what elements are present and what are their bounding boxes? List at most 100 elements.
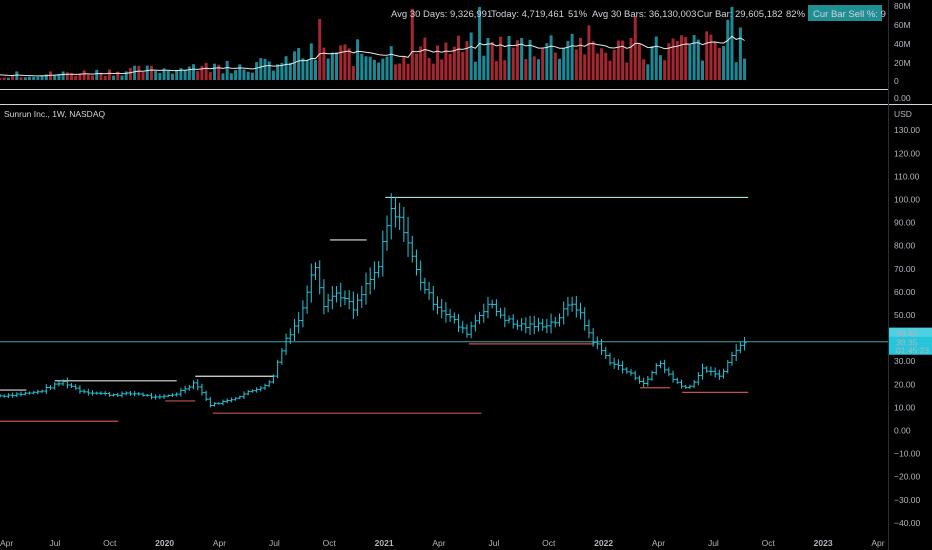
ohlc-bar — [313, 262, 318, 280]
volume-bar — [654, 36, 658, 80]
ohlc-bar — [31, 390, 36, 395]
price-tick: 70.00 — [894, 264, 916, 274]
volume-bar — [431, 63, 435, 80]
ohlc-bar — [309, 263, 314, 303]
volume-bar — [557, 58, 561, 80]
time-tick: 2022 — [594, 538, 613, 548]
ohlc-bar — [549, 313, 554, 334]
ohlc-bar — [263, 383, 268, 390]
ohlc-bar — [477, 311, 482, 325]
volume-pane — [0, 6, 747, 81]
ohlc-bar — [241, 391, 246, 400]
volume-bar — [292, 51, 296, 80]
ohlc-bar — [220, 399, 225, 406]
volume-bar — [410, 8, 414, 80]
volume-bar — [671, 38, 675, 80]
ohlc-bar — [654, 363, 659, 375]
volume-bar — [566, 40, 570, 80]
volume-bar — [524, 59, 528, 80]
volume-bar — [612, 49, 616, 80]
volume-bar — [234, 70, 238, 80]
ohlc-bar — [6, 393, 11, 399]
volume-bar — [393, 64, 397, 80]
ohlc-bar — [204, 390, 209, 401]
time-tick: Jul — [488, 538, 499, 548]
ohlc-bar — [696, 372, 701, 386]
volume-bar — [326, 58, 330, 80]
volume-bar — [423, 37, 427, 80]
ohlc-bar — [427, 281, 432, 300]
time-axis[interactable]: Apr Jul Oct 2020 Apr Jul Oct 2021 Apr Jul Oct 2022 A… — [0, 538, 885, 548]
ohlc-bar — [326, 293, 331, 313]
volume-bar — [263, 58, 267, 80]
volume-bar — [183, 69, 187, 80]
volume-bar — [179, 68, 183, 80]
volume-bar — [381, 58, 385, 80]
volume-bar — [587, 25, 591, 81]
volume-bar — [469, 32, 473, 80]
ohlc-bar — [717, 369, 722, 381]
price-tick: −30.00 — [894, 495, 921, 505]
ohlc-bar — [145, 393, 150, 397]
volume-bar — [149, 65, 153, 80]
volume-bar — [40, 75, 44, 80]
volume-bar — [520, 38, 524, 80]
volume-bar — [389, 46, 393, 80]
ohlc-bar — [738, 342, 743, 354]
ohlc-bar — [73, 384, 78, 390]
ohlc-bar — [107, 392, 112, 397]
ohlc-bar — [629, 369, 634, 376]
today-percent: 51% — [568, 9, 588, 20]
ohlc-bar — [620, 360, 625, 374]
volume-bar — [250, 72, 254, 80]
ohlc-bar — [490, 299, 495, 309]
volume-bar — [717, 47, 721, 80]
price-tick: 120.00 — [894, 148, 920, 158]
volume-bar — [162, 68, 166, 80]
volume-bar — [532, 56, 536, 80]
indicator-tick: 0.00 — [894, 93, 911, 103]
price-tick: 60.00 — [894, 287, 916, 297]
volume-bar — [658, 55, 662, 80]
volume-bar — [284, 56, 288, 80]
ohlc-bar — [275, 359, 280, 379]
ohlc-bar — [296, 312, 301, 334]
volume-bar — [696, 39, 700, 80]
ohlc-bar — [48, 385, 53, 390]
volume-bar — [128, 67, 132, 80]
ohlc-bar — [187, 384, 192, 391]
ohlc-bar — [330, 286, 335, 310]
time-tick: Apr — [0, 538, 13, 548]
ohlc-bar — [725, 360, 730, 374]
ohlc-bar — [515, 319, 520, 330]
ohlc-bar — [27, 391, 32, 395]
time-tick: Apr — [432, 538, 445, 548]
ohlc-bar — [528, 315, 533, 335]
volume-bar — [503, 60, 507, 80]
ohlc-bar — [98, 391, 103, 396]
ohlc-bar — [368, 267, 373, 295]
ohlc-bar — [692, 379, 697, 389]
ohlc-bar — [0, 393, 2, 398]
volume-bar — [204, 62, 208, 80]
volume-bar — [667, 43, 671, 80]
ohlc-bar — [502, 307, 507, 328]
volume-bar — [15, 71, 19, 80]
price-tick: 130.00 — [894, 125, 920, 135]
ohlc-bar — [380, 230, 385, 277]
volume-bar — [2, 77, 6, 80]
volume-bar — [646, 64, 650, 80]
price-tick: 90.00 — [894, 218, 916, 228]
ohlc-bar — [128, 390, 133, 396]
volume-bar — [116, 71, 120, 80]
volume-bar — [448, 53, 452, 80]
ohlc-bar — [305, 285, 310, 314]
ohlc-bar — [704, 366, 709, 373]
volume-average-line — [0, 35, 745, 77]
ohlc-bar — [742, 336, 747, 351]
volume-bar — [200, 65, 204, 80]
ohlc-bar — [633, 370, 638, 381]
volume-bar — [242, 69, 246, 80]
volume-bar — [709, 34, 713, 80]
